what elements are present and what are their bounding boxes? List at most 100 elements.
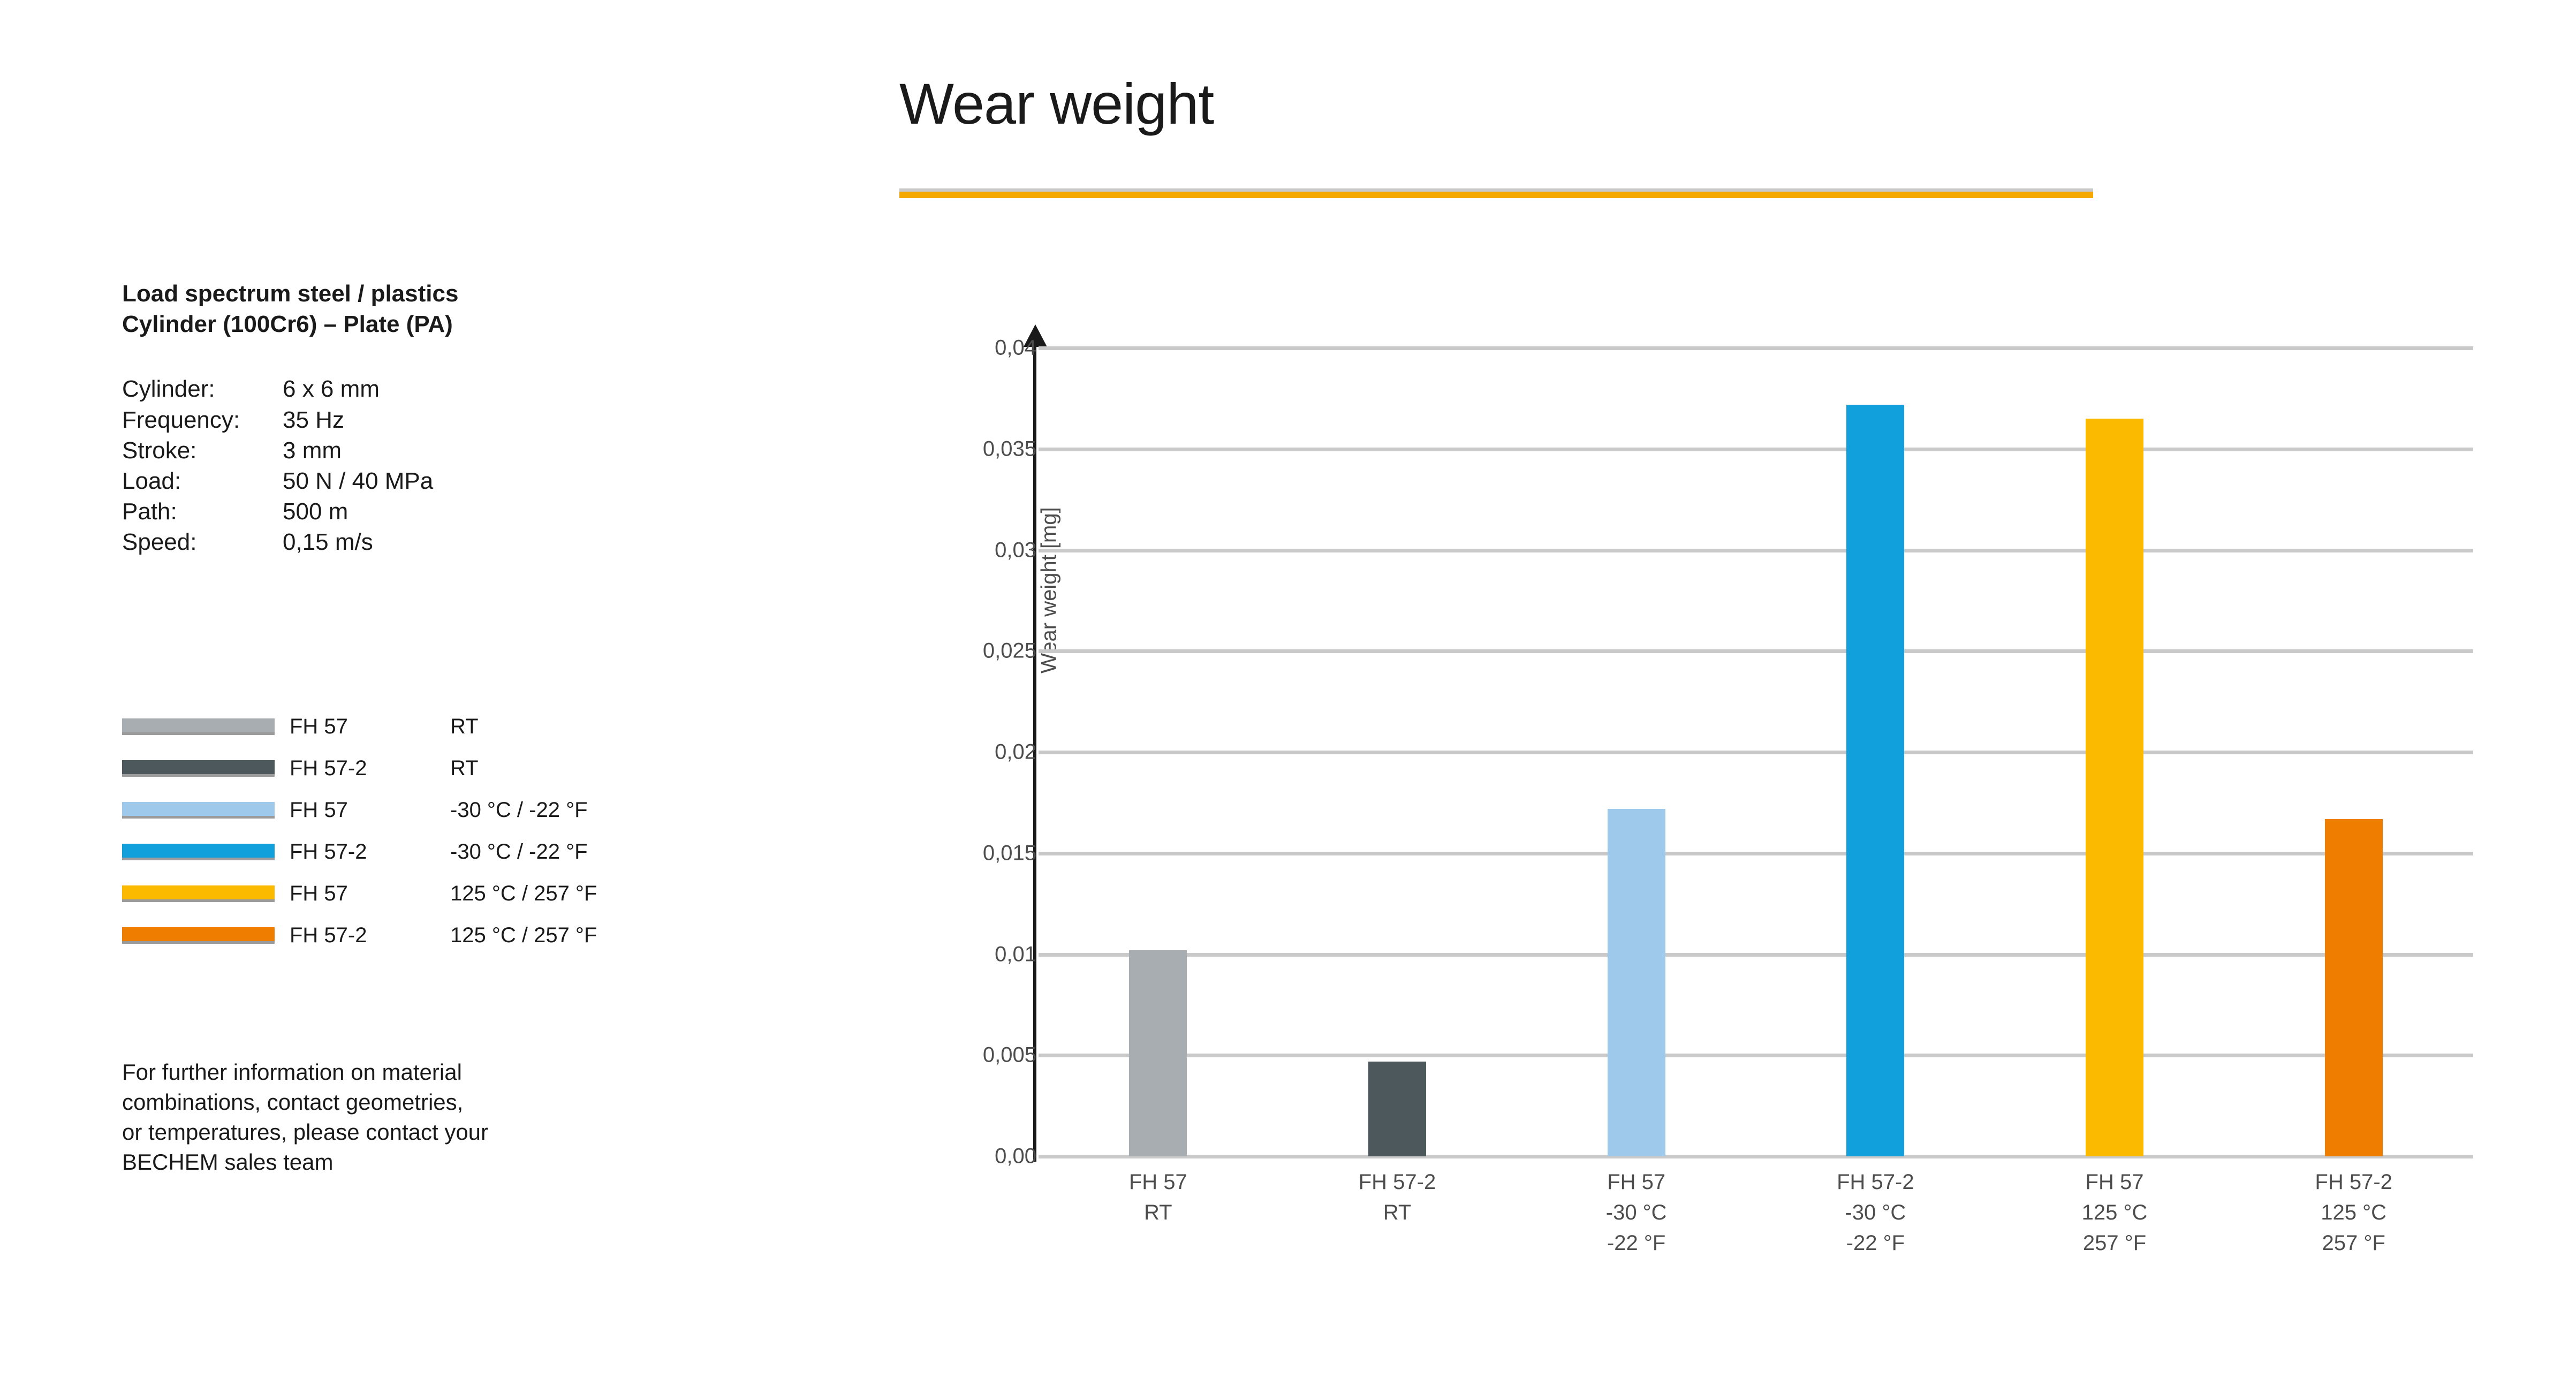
legend-series-condition: 125 °C / 257 °F bbox=[450, 881, 597, 905]
gridline bbox=[1039, 649, 2473, 654]
legend-series-condition: RT bbox=[450, 714, 479, 738]
y-tick-label: 0,00 bbox=[995, 1144, 1036, 1168]
parameter-key: Stroke: bbox=[122, 437, 197, 464]
bar bbox=[1607, 808, 1665, 1156]
plot-area: 0,04 0,035 0,03 0,025 0,02 0,015 0,01 0,005 0,00 bbox=[983, 336, 2473, 1168]
info-heading-line-2: Cylinder (100Cr6) – Plate (PA) bbox=[122, 311, 453, 338]
x-tick-label-line: FH 57 bbox=[1128, 1170, 1187, 1194]
gridline bbox=[1039, 1155, 2473, 1158]
legend-swatch bbox=[122, 718, 275, 735]
legend-item: FH 57-2 RT bbox=[122, 747, 834, 789]
parameter-key: Load: bbox=[122, 467, 181, 494]
y-tick-label: 0,005 bbox=[982, 1043, 1036, 1067]
legend-item: FH 57-2 -30 °C / -22 °F bbox=[122, 831, 834, 873]
info-spacer bbox=[122, 339, 834, 370]
bar bbox=[1846, 404, 1905, 1156]
gridline bbox=[1039, 1054, 2473, 1058]
gridline bbox=[1039, 751, 2473, 754]
footnote-line-2: combinations, contact geometries, bbox=[122, 1089, 464, 1115]
test-parameters-panel: Load spectrum steel / plastics Cylinder … bbox=[122, 278, 834, 558]
y-tick-label: 0,025 bbox=[982, 639, 1036, 663]
bar-series bbox=[1039, 348, 2473, 1156]
parameter-table: Cylinder: 6 x 6 mm Frequency: 35 Hz Stro… bbox=[122, 374, 834, 557]
x-tick-label: FH 57 RT bbox=[1045, 1167, 1270, 1228]
legend-item: FH 57 125 °C / 257 °F bbox=[122, 873, 834, 914]
parameter-row: Cylinder: 6 x 6 mm bbox=[122, 374, 834, 404]
x-tick-label: FH 57 -30 °C -22 °F bbox=[1524, 1167, 1749, 1258]
parameter-row: Path: 500 m bbox=[122, 496, 834, 527]
gridline bbox=[1039, 447, 2473, 451]
bar bbox=[2086, 419, 2143, 1156]
x-tick-label: FH 57-2 -30 °C -22 °F bbox=[1763, 1167, 1988, 1258]
parameter-row: Load: 50 N / 40 MPa bbox=[122, 466, 834, 496]
legend-series-name: FH 57-2 bbox=[290, 839, 367, 864]
page-title-block: Wear weight bbox=[899, 75, 2098, 133]
legend-swatch bbox=[122, 885, 275, 902]
legend-item: FH 57 -30 °C / -22 °F bbox=[122, 789, 834, 831]
footnote-line-3: or temperatures, please contact your bbox=[122, 1119, 489, 1145]
title-underline-gold bbox=[899, 192, 2093, 198]
legend-series-name: FH 57 bbox=[290, 881, 348, 905]
parameter-value: 500 m bbox=[283, 498, 348, 525]
x-tick-label-line: FH 57 bbox=[2085, 1170, 2144, 1194]
bar bbox=[1368, 1061, 1426, 1156]
footnote-block: For further information on material comb… bbox=[122, 1057, 834, 1177]
legend-series-condition: RT bbox=[450, 756, 479, 780]
x-tick-label: FH 57 125 °C 257 °F bbox=[2002, 1167, 2227, 1258]
page-title: Wear weight bbox=[899, 71, 1214, 136]
y-tick-label: 0,01 bbox=[995, 942, 1036, 966]
x-tick-label-line: 257 °F bbox=[2082, 1231, 2147, 1255]
legend-series-condition: -30 °C / -22 °F bbox=[450, 798, 588, 822]
legend-swatch bbox=[122, 801, 275, 819]
x-axis-tick-labels: FH 57 RT FH 57-2 RT FH 57 -30 °C -22 °F FH 57-2… bbox=[1039, 1167, 2473, 1312]
gridline bbox=[1039, 851, 2473, 855]
legend-swatch bbox=[122, 927, 275, 944]
info-heading-line-1: Load spectrum steel / plastics bbox=[122, 281, 459, 307]
y-tick-label: 0,04 bbox=[995, 336, 1036, 360]
y-tick-label: 0,035 bbox=[982, 437, 1036, 461]
parameter-row: Speed: 0,15 m/s bbox=[122, 527, 834, 557]
x-tick-label-line: FH 57-2 bbox=[2315, 1170, 2392, 1194]
x-tick-label-line: 257 °F bbox=[2322, 1231, 2385, 1255]
legend-series-condition: -30 °C / -22 °F bbox=[450, 839, 588, 864]
parameter-key: Path: bbox=[122, 498, 177, 525]
legend-item: FH 57 RT bbox=[122, 706, 834, 747]
legend-swatch bbox=[122, 843, 275, 860]
x-tick-label-line: -22 °F bbox=[1846, 1231, 1905, 1255]
legend-series-name: FH 57-2 bbox=[290, 923, 367, 947]
bar bbox=[1129, 950, 1187, 1156]
parameter-value: 35 Hz bbox=[283, 406, 344, 433]
x-tick-label: FH 57-2 RT bbox=[1285, 1167, 1510, 1228]
parameter-value: 0,15 m/s bbox=[283, 529, 373, 556]
chart-legend: FH 57 RT FH 57-2 RT FH 57 -30 °C / -22 °… bbox=[122, 706, 834, 956]
parameter-key: Speed: bbox=[122, 529, 197, 556]
parameter-row: Stroke: 3 mm bbox=[122, 435, 834, 466]
parameter-value: 50 N / 40 MPa bbox=[283, 467, 434, 494]
gridline bbox=[1039, 548, 2473, 552]
parameter-value: 6 x 6 mm bbox=[283, 376, 380, 403]
title-underline bbox=[899, 188, 2093, 198]
y-tick-label: 0,02 bbox=[995, 740, 1036, 764]
x-tick-label-line: -30 °C bbox=[1605, 1200, 1667, 1224]
legend-swatch bbox=[122, 760, 275, 777]
x-tick-label-line: -22 °F bbox=[1607, 1231, 1666, 1255]
x-tick-label-line: 125 °C bbox=[2081, 1200, 2148, 1224]
x-tick-label-line: FH 57-2 bbox=[1837, 1170, 1914, 1194]
x-tick-label-line: -30 °C bbox=[1845, 1200, 1906, 1224]
legend-series-condition: 125 °C / 257 °F bbox=[450, 923, 597, 947]
gridline bbox=[1039, 346, 2473, 350]
x-tick-label-line: RT bbox=[1144, 1200, 1172, 1224]
parameter-row: Frequency: 35 Hz bbox=[122, 405, 834, 435]
footnote-line-1: For further information on material bbox=[122, 1059, 462, 1085]
x-tick-label-line: RT bbox=[1383, 1200, 1412, 1224]
gridline bbox=[1039, 952, 2473, 957]
legend-series-name: FH 57 bbox=[290, 714, 348, 738]
wear-weight-bar-chart: Wear weight [mg] 0,04 0,035 0,03 0,025 0,02 0… bbox=[905, 278, 2489, 1312]
x-tick-label-line: FH 57-2 bbox=[1358, 1170, 1436, 1194]
footnote-line-4: BECHEM sales team bbox=[122, 1149, 334, 1175]
x-tick-label-line: FH 57 bbox=[1607, 1170, 1666, 1194]
legend-series-name: FH 57 bbox=[290, 798, 348, 822]
y-tick-label: 0,03 bbox=[995, 538, 1036, 562]
legend-item: FH 57-2 125 °C / 257 °F bbox=[122, 914, 834, 956]
bar bbox=[2324, 819, 2383, 1156]
